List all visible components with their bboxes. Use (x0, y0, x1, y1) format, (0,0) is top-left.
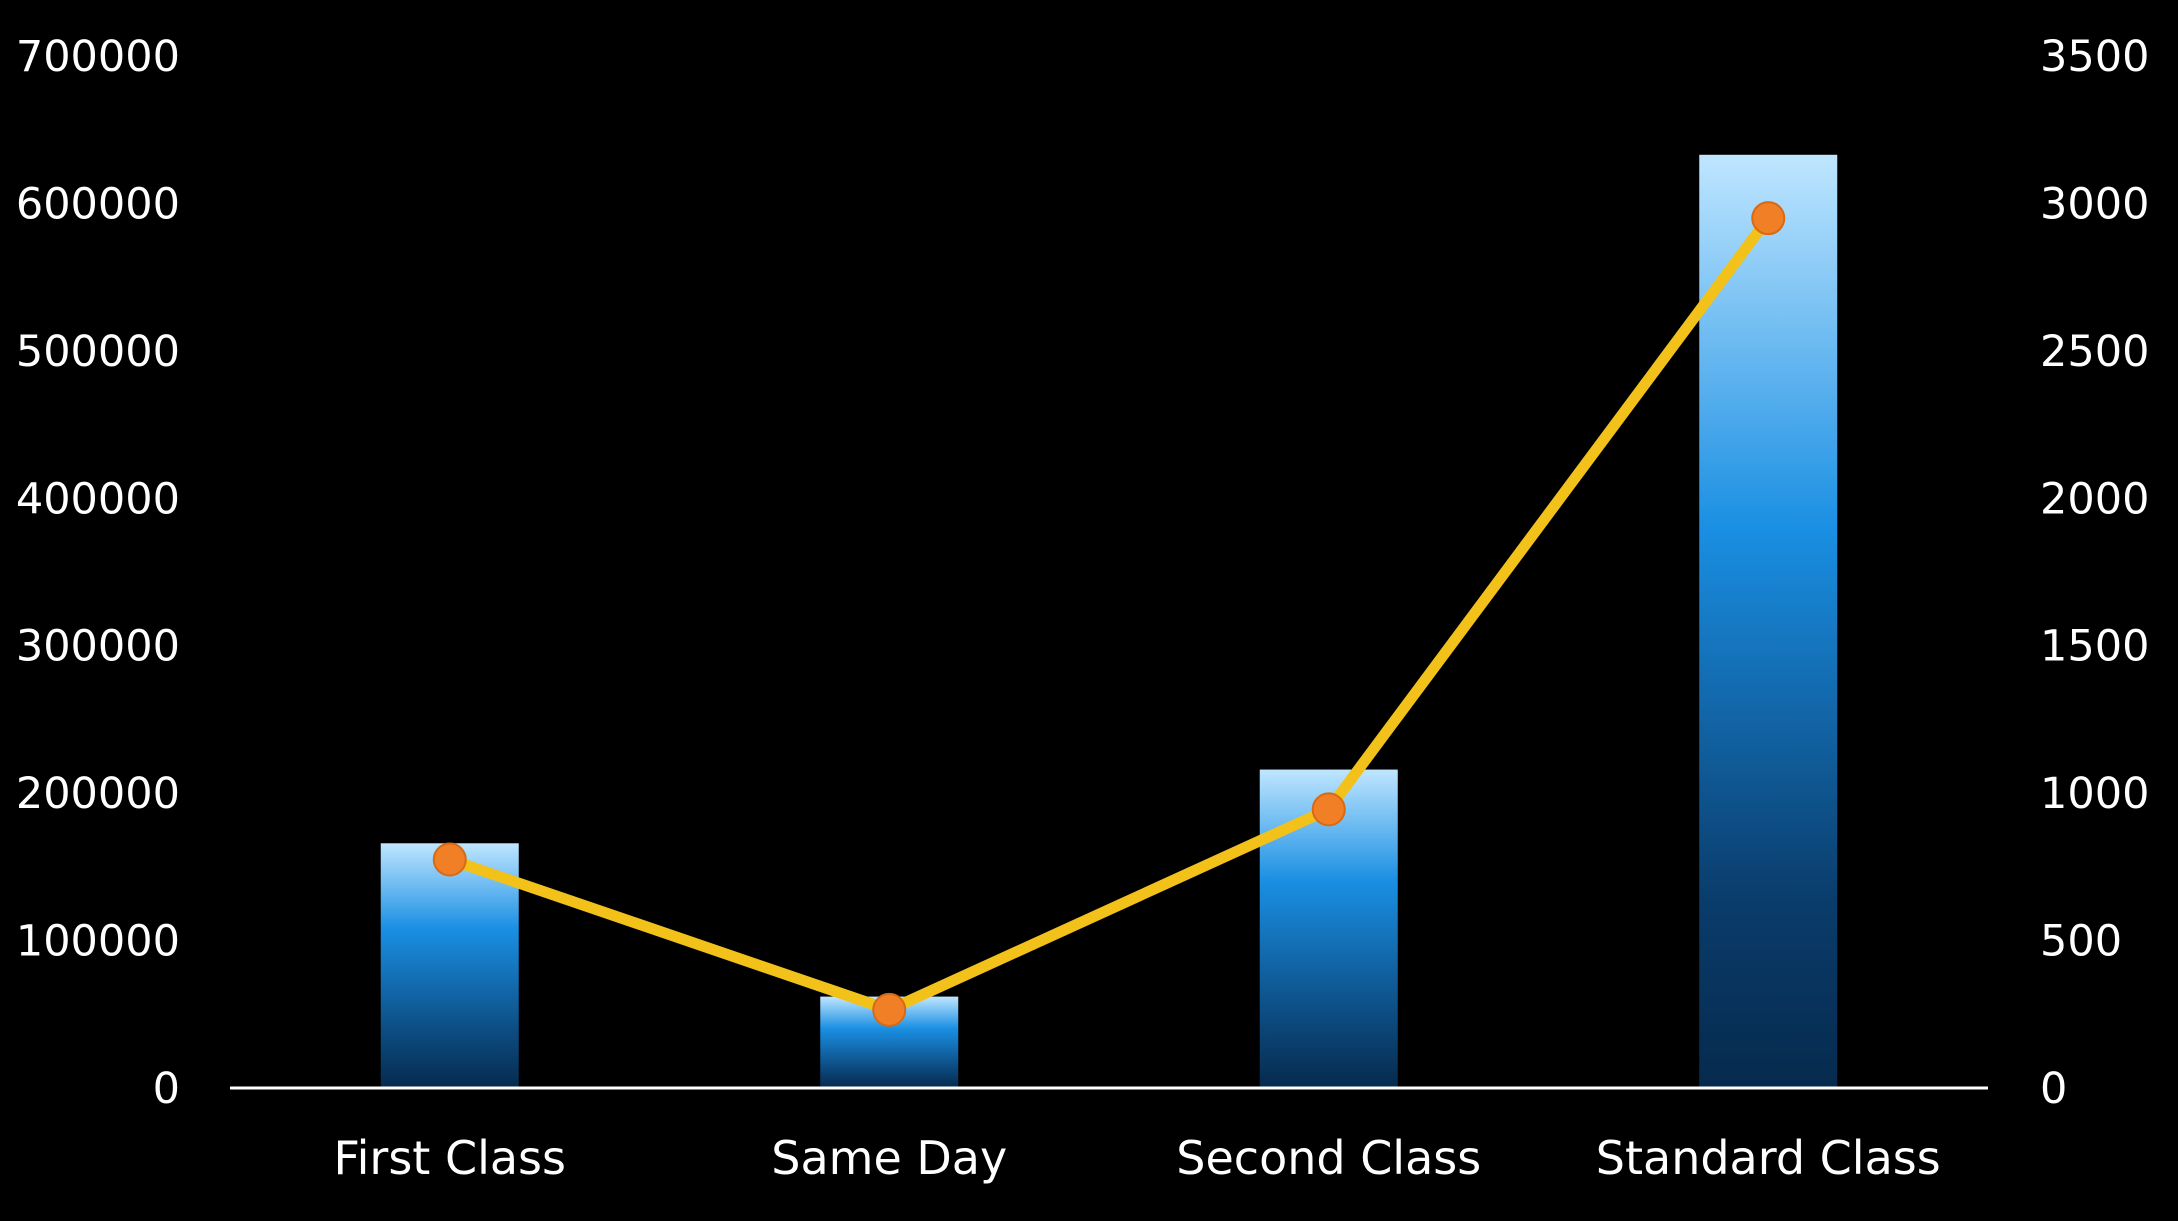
line-point (432, 842, 467, 877)
left-tick-label: 100000 (16, 917, 180, 967)
right-tick-label: 500 (2040, 917, 2122, 967)
bar (1699, 154, 1838, 1088)
line-point (1311, 792, 1346, 827)
category-label: Same Day (771, 1131, 1007, 1185)
line-point (1751, 201, 1786, 236)
line-point (872, 992, 907, 1027)
left-tick-label: 300000 (16, 622, 180, 672)
right-tick-label: 1000 (2040, 769, 2149, 819)
line-series (432, 201, 1786, 1027)
right-tick-label: 3500 (2040, 32, 2149, 82)
bar (380, 843, 519, 1088)
right-tick-label: 1500 (2040, 622, 2149, 672)
series-line (444, 212, 1774, 1016)
right-y-axis: 0 500 1000 1500 2000 2500 3000 3500 (2040, 32, 2149, 1114)
left-tick-label: 500000 (16, 327, 180, 377)
left-tick-label: 400000 (16, 474, 180, 524)
right-tick-label: 2000 (2040, 474, 2149, 524)
left-tick-label: 200000 (16, 769, 180, 819)
category-label: First Class (334, 1131, 566, 1185)
category-label: Second Class (1176, 1131, 1481, 1185)
x-axis-categories: First Class Same Day Second Class Standard … (334, 1131, 1941, 1185)
left-y-axis: 0 100000 200000 300000 400000 500000 600000 700… (16, 32, 180, 1114)
right-tick-label: 0 (2040, 1064, 2067, 1114)
bar-series (380, 154, 1838, 1088)
right-tick-label: 2500 (2040, 327, 2149, 377)
right-tick-label: 3000 (2040, 179, 2149, 229)
left-tick-label: 600000 (16, 179, 180, 229)
category-label: Standard Class (1596, 1131, 1941, 1185)
left-tick-label: 0 (153, 1064, 180, 1114)
left-tick-label: 700000 (16, 32, 180, 82)
